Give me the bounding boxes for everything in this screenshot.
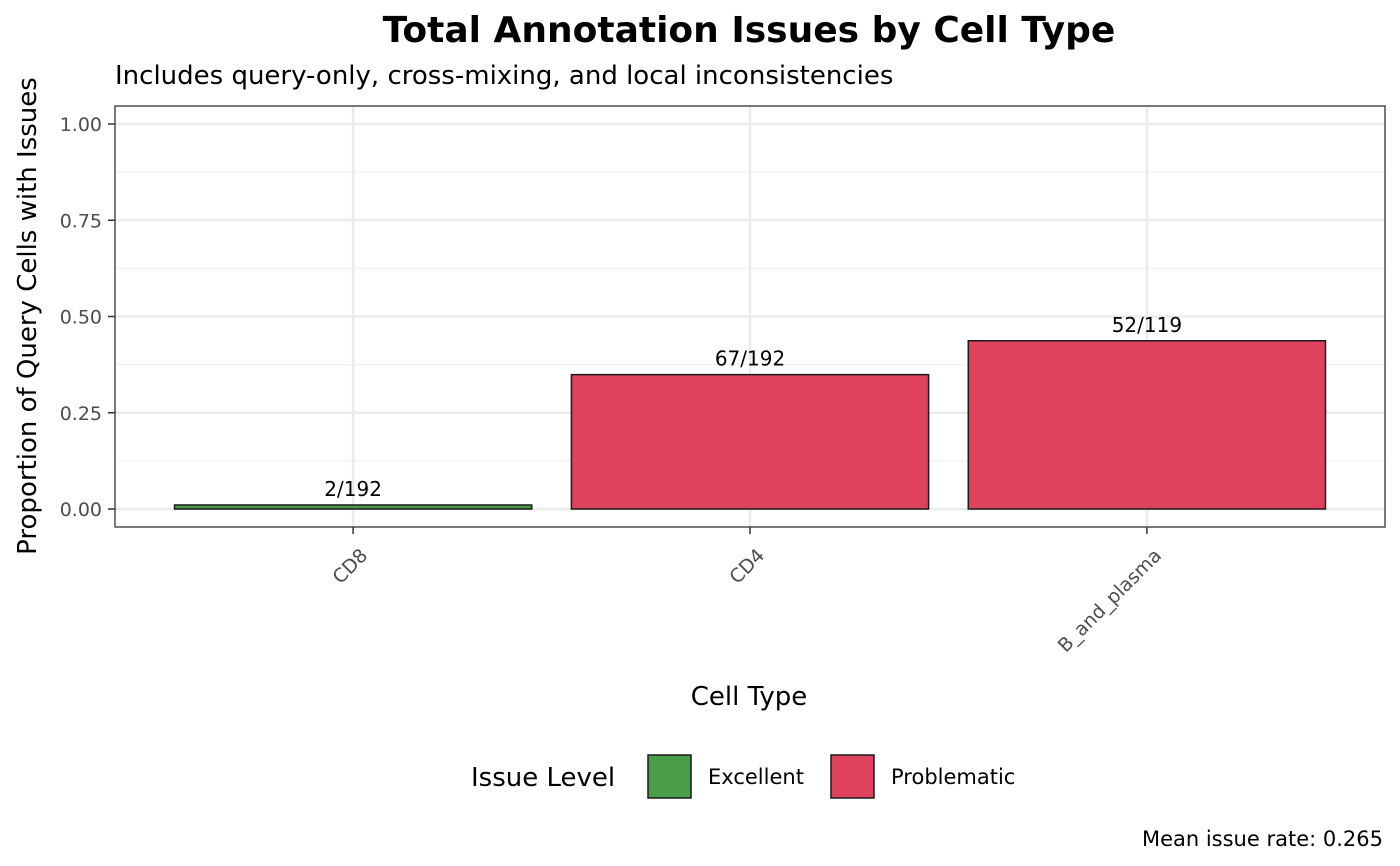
x-tick-label-CD8: CD8: [328, 545, 372, 589]
legend: Issue Level Excellent Problematic: [471, 754, 1015, 799]
caption: Mean issue rate: 0.265: [1142, 827, 1383, 851]
y-tick-label: 0.50: [60, 307, 102, 329]
x-tick-label-CD4: CD4: [725, 545, 769, 589]
bar-label-B_and_plasma: 52/119: [1112, 313, 1182, 337]
bar-CD4: [570, 373, 930, 510]
legend-label-problematic: Problematic: [891, 765, 1015, 789]
bars: 2/192 67/192 52/119: [173, 313, 1327, 510]
x-axis-title: Cell Type: [691, 682, 808, 712]
legend-key-problematic: [830, 754, 875, 799]
legend-label-excellent: Excellent: [708, 765, 804, 789]
y-tick-label: 1.00: [60, 114, 102, 136]
bar-label-CD8: 2/192: [324, 477, 382, 501]
legend-title: Issue Level: [471, 763, 615, 793]
chart-subtitle: Includes query-only, cross-mixing, and l…: [115, 61, 893, 91]
bar-label-CD4: 67/192: [715, 347, 785, 371]
y-tick-label: 0.00: [60, 499, 102, 521]
y-tick-label: 0.75: [60, 210, 102, 232]
y-tick-label: 0.25: [60, 403, 102, 425]
bar-B_and_plasma: [967, 340, 1327, 510]
y-axis-title: Proportion of Query Cells with Issues: [13, 77, 43, 555]
x-tick-label-B_and_plasma: B_and_plasma: [1054, 545, 1166, 657]
legend-key-excellent: [647, 754, 692, 799]
chart-title: Total Annotation Issues by Cell Type: [383, 10, 1116, 51]
bar-CD8: [173, 504, 533, 510]
